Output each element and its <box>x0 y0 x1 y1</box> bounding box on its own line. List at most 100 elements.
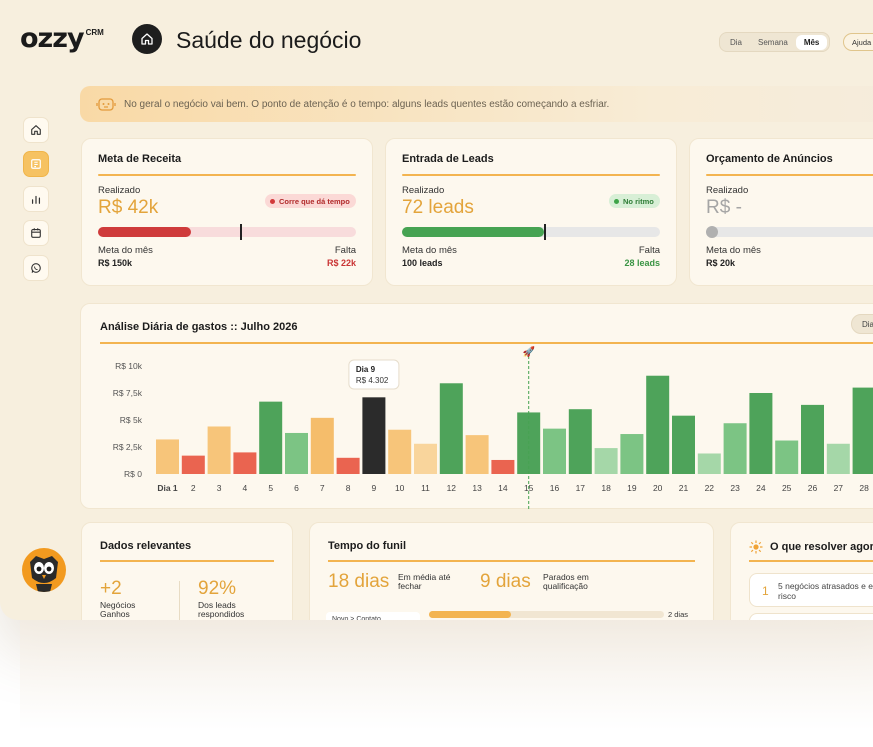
progress-bar <box>402 224 660 240</box>
responded-leads-value: 92% <box>198 578 237 599</box>
funnel-title: Tempo do funil <box>328 540 407 552</box>
x-tick-label: 18 <box>601 483 611 493</box>
x-tick-label: 20 <box>653 483 663 493</box>
x-tick-label: 21 <box>679 483 689 493</box>
goal-value: R$ 20k <box>706 258 736 268</box>
sun-icon <box>749 540 763 554</box>
kpi-realized-label: Realizado <box>706 185 749 196</box>
bar-4 <box>233 452 257 474</box>
insight-alert: No geral o negócio vai bem. O ponto de a… <box>80 86 873 122</box>
resolve-item[interactable] <box>749 613 873 620</box>
bar-12 <box>439 383 463 474</box>
kpi-card-leads: Entrada de Leads Realizado 72 leads No r… <box>385 138 677 286</box>
bar-18 <box>594 448 618 474</box>
x-tick-label: 7 <box>320 483 325 493</box>
bar-9 <box>362 397 386 474</box>
sidebar-item-dashboard[interactable] <box>23 151 49 177</box>
avg-close-value: 18 dias <box>328 571 390 592</box>
y-tick-label: R$ 7,5k <box>113 388 143 398</box>
tab-dia[interactable]: Dia <box>730 37 743 47</box>
remaining-label: Falta <box>334 245 356 256</box>
x-tick-label: 6 <box>294 483 299 493</box>
bar-16 <box>543 428 566 474</box>
kpi-title: Meta de Receita <box>98 153 182 165</box>
bar-27 <box>826 443 850 474</box>
logo-suffix: CRM <box>85 28 104 37</box>
x-tick-label: 12 <box>447 483 457 493</box>
kpi-realized-value: 72 leads <box>402 197 474 218</box>
status-badge-text: No ritmo <box>623 196 654 206</box>
bar-7 <box>310 417 334 474</box>
kpi-title: Entrada de Leads <box>402 153 494 165</box>
bar-13 <box>465 435 489 474</box>
sidebar-item-reports[interactable] <box>23 186 49 212</box>
x-tick-label: 11 <box>421 483 430 493</box>
funnel-stage-fill <box>429 611 512 618</box>
funnel-stage-bar <box>429 611 664 618</box>
home-icon <box>141 33 153 45</box>
sidebar-item-calendar[interactable] <box>23 220 49 246</box>
resolve-item[interactable]: 1 5 negócios atrasados e em risco <box>749 573 873 607</box>
tab-semana[interactable]: Semana <box>758 37 788 47</box>
dashboard-icon <box>31 159 41 169</box>
x-tick-label: 25 <box>782 483 792 493</box>
bar-14 <box>491 459 515 474</box>
x-tick-label: 24 <box>756 483 766 493</box>
status-badge: Corre que dá tempo <box>265 194 356 208</box>
help-button[interactable]: Ajuda <box>843 33 873 51</box>
resolve-item-number: 1 <box>762 584 769 598</box>
alert-text: No geral o negócio vai bem. O ponto de a… <box>124 98 610 110</box>
sidebar-item-whatsapp[interactable] <box>23 255 49 281</box>
kpi-realized-label: Realizado <box>402 185 445 196</box>
kpi-realized-label: Realizado <box>98 185 141 196</box>
bar-22 <box>697 453 721 474</box>
chart-title: Análise Diária de gastos :: Julho 2026 <box>100 321 298 333</box>
progress-bar <box>98 224 356 240</box>
x-tick-label: 9 <box>372 483 377 493</box>
bar-chart-icon <box>31 195 41 204</box>
robot-icon <box>96 98 116 111</box>
bar-20 <box>646 375 670 474</box>
y-tick-label: R$ 10k <box>115 361 143 371</box>
x-tick-label: 19 <box>627 483 637 493</box>
funnel-time-card: Tempo do funil 18 dias Em média até fech… <box>309 522 714 620</box>
owl-mascot-icon <box>30 556 58 592</box>
logo[interactable]: ozzy CRM <box>20 23 104 54</box>
bar-8 <box>336 457 360 474</box>
home-button[interactable] <box>132 24 162 54</box>
home-icon <box>31 125 41 135</box>
responded-leads-label: Dos leads respondidos <box>198 600 245 619</box>
funnel-stage-value: 2 dias <box>668 610 689 619</box>
x-tick-label: 14 <box>498 483 508 493</box>
status-dot-icon <box>270 198 275 204</box>
x-tick-label: 10 <box>395 483 405 493</box>
bar-6 <box>285 432 308 474</box>
ozzy-mascot-avatar[interactable] <box>22 548 66 592</box>
sidebar-item-home[interactable] <box>23 117 49 143</box>
won-deals-value: +2 <box>100 578 122 599</box>
resolve-title: O que resolver agora <box>770 541 873 553</box>
avg-close-label: Em média até fechar <box>398 572 451 591</box>
relevant-data-card: Dados relevantes +2 Negócios Ganhos 92% … <box>81 522 293 620</box>
chart-period-button[interactable]: Dia <box>851 314 873 334</box>
tab-mes[interactable]: Mês <box>795 34 828 50</box>
kpi-title: Orçamento de Anúncios <box>706 153 833 165</box>
daily-spend-chart-card: Análise Diária de gastos :: Julho 2026 D… <box>80 303 873 510</box>
stalled-label: Parados em qualificação <box>543 572 589 591</box>
tooltip-box <box>348 359 400 390</box>
y-tick-label: R$ 0 <box>124 469 142 479</box>
x-tick-label: 4 <box>243 483 248 493</box>
relevant-title: Dados relevantes <box>100 540 192 552</box>
bar-11 <box>414 443 437 474</box>
x-tick-label: 22 <box>705 483 715 493</box>
goal-value: 100 leads <box>402 258 443 268</box>
bar-26 <box>801 404 824 474</box>
bar-3 <box>207 426 231 474</box>
logo-word: ozzy <box>20 23 85 54</box>
bar-21 <box>672 415 695 474</box>
won-deals-label: Negócios Ganhos <box>100 600 136 619</box>
bar-10 <box>388 429 412 474</box>
x-tick-label: 2 <box>191 483 196 493</box>
calendar-icon <box>31 228 41 238</box>
x-tick-label: 17 <box>576 483 586 493</box>
